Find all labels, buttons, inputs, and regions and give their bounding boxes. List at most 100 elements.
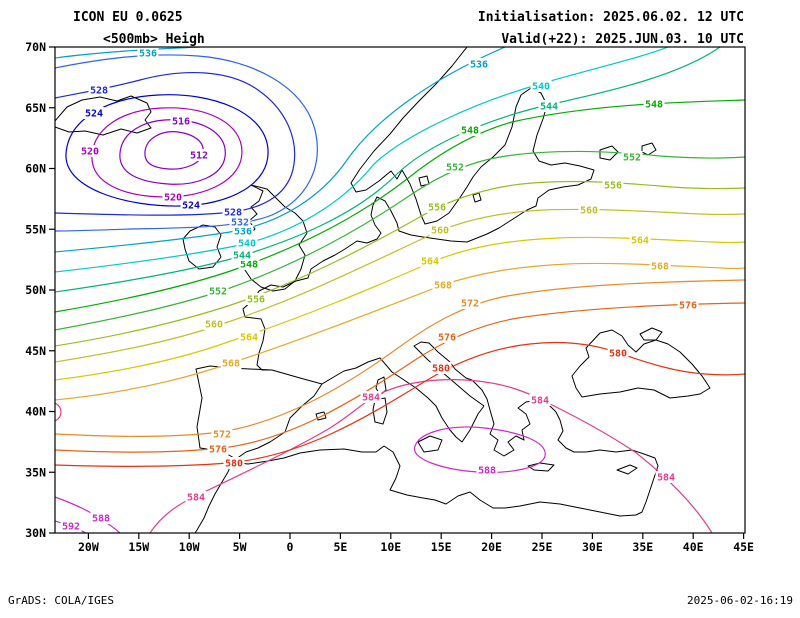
y-tick-label: 65N (25, 101, 46, 115)
y-tick-label: 35N (25, 465, 46, 479)
contour-label-bg (529, 394, 551, 406)
contour-label-bg (207, 285, 229, 297)
contour-label-584: 584 (531, 396, 549, 407)
y-axis: 70N 65N 60N 55N 50N 45N 40N 35N 30N (25, 40, 55, 540)
contour-label-584: 584 (657, 473, 675, 484)
contour-label-560: 560 (580, 206, 598, 217)
contour-564 (55, 236, 745, 381)
x-tick-label: 45E (733, 540, 754, 554)
coastline (321, 357, 485, 443)
contour-label-564: 564 (631, 236, 649, 247)
contour-label-548: 548 (461, 126, 479, 137)
contours-layer (55, 47, 745, 533)
contour-label-bg (137, 47, 159, 59)
contour-label-580: 580 (609, 349, 627, 360)
contour-label-bg (207, 443, 229, 455)
x-tick-label: 0 (287, 540, 294, 554)
contour-label-516: 516 (172, 117, 190, 128)
contour-label-560: 560 (431, 226, 449, 237)
contour-label-544: 544 (233, 251, 251, 262)
contour-label-540: 540 (532, 82, 550, 93)
contour-540 (55, 47, 669, 273)
x-tick-label: 15W (128, 540, 149, 554)
contour-label-552: 552 (623, 153, 641, 164)
contour-label-bg (430, 362, 452, 374)
contour-588 (55, 496, 121, 533)
contour-label-592: 592 (62, 522, 80, 533)
x-tick-label: 20E (481, 540, 502, 554)
contour-552 (55, 150, 745, 331)
coastline (571, 329, 711, 399)
contour-label-bg (220, 357, 242, 369)
contour-584 (149, 379, 713, 533)
x-tick-label: 5E (333, 540, 347, 554)
contour-label-bg (238, 331, 260, 343)
coastline (413, 341, 557, 457)
contour-label-bg (607, 347, 629, 359)
contour-label-bg (223, 457, 245, 469)
contour-label-bg (432, 279, 454, 291)
contour-label-bg (538, 100, 560, 112)
plot-timestamp: 2025-06-02-16:19 (687, 594, 793, 607)
contour-label-bg (229, 216, 251, 228)
contour-label-bg (419, 255, 441, 267)
coastline (641, 142, 657, 156)
contour-label-bg (602, 179, 624, 191)
contour-label-bg (621, 151, 643, 163)
contour-label-536: 536 (139, 49, 157, 60)
contour-label-520: 520 (81, 147, 99, 158)
contour-label-548: 548 (240, 260, 258, 271)
contour-label-564: 564 (240, 333, 258, 344)
contour-label-568: 568 (222, 359, 240, 370)
contour-label-bg (79, 145, 101, 157)
contour-label-512: 512 (190, 151, 208, 162)
contour-568 (55, 262, 745, 401)
contour-label-bg (222, 206, 244, 218)
contour-label-564: 564 (421, 257, 439, 268)
contour-label-bg (468, 58, 490, 70)
contour-528 (55, 71, 296, 216)
contour-label-576: 576 (209, 445, 227, 456)
y-tick-label: 50N (25, 283, 46, 297)
contour-label-576: 576 (679, 301, 697, 312)
contour-label-540: 540 (238, 239, 256, 250)
contour-label-bg (60, 520, 82, 532)
contour-516 (119, 119, 226, 185)
contour-label-532: 532 (231, 218, 249, 229)
contour-label-588: 588 (478, 466, 496, 477)
x-axis: 20W 15W 10W 5W 0 5E 10E 15E 20E 25E 30E 35E 40E 45E (78, 533, 754, 554)
contour-label-bg (170, 115, 192, 127)
contour-label-bg (185, 491, 207, 503)
contour-556 (55, 180, 745, 347)
contour-label-536: 536 (470, 60, 488, 71)
contour-label-bg (476, 464, 498, 476)
contour-label-bg (236, 237, 258, 249)
contour-label-bg (655, 471, 677, 483)
contour-label-bg (211, 428, 233, 440)
contour-label-556: 556 (247, 295, 265, 306)
contour-label-bg (643, 98, 665, 110)
contour-label-572: 572 (461, 299, 479, 310)
contour-label-524: 524 (85, 109, 103, 120)
init-time: Initialisation: 2025.06.02. 12 UTC (478, 10, 744, 25)
contour-label-bg (180, 199, 202, 211)
x-tick-label: 10E (380, 540, 401, 554)
contour-560 (55, 208, 745, 363)
contour-label-bg (444, 161, 466, 173)
contour-544 (55, 47, 721, 293)
model-title: ICON EU 0.0625 (73, 10, 183, 25)
contour-label-bg (530, 80, 552, 92)
contour-label-552: 552 (446, 163, 464, 174)
contour-label-bg (629, 234, 651, 246)
contour-label-556: 556 (604, 181, 622, 192)
contour-label-bg (360, 391, 382, 403)
contour-label-580: 580 (432, 364, 450, 375)
x-tick-label: 25E (532, 540, 553, 554)
contour-572 (55, 279, 745, 437)
contour-label-568: 568 (434, 281, 452, 292)
coastline (372, 397, 388, 425)
contour-label-588: 588 (92, 514, 110, 525)
y-tick-label: 30N (25, 526, 46, 540)
contour-label-584: 584 (362, 393, 380, 404)
